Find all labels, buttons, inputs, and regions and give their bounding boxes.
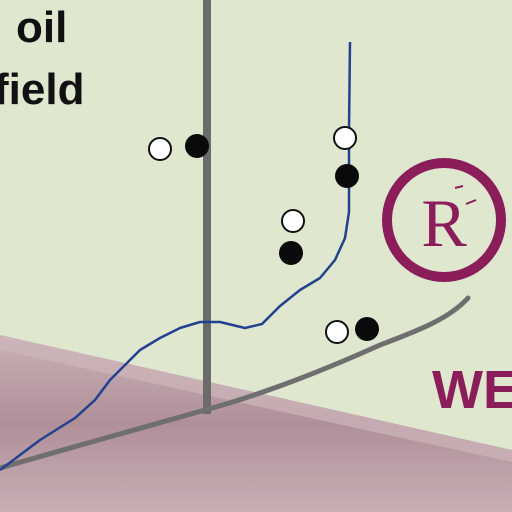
filled-circle-icon [335,164,359,188]
ground-top-highlight [0,335,512,462]
filled-circle-icon [279,241,303,265]
open-circle-icon [333,126,357,150]
filled-circle-icon [355,317,379,341]
molecule-pair-4 [325,317,379,344]
mark-letter: R [421,185,467,261]
open-circle-icon [148,137,172,161]
registered-mark-icon: R [382,158,506,282]
open-circle-icon [325,320,349,344]
label-field: field [0,65,84,114]
molecule-pair-1 [148,134,209,161]
well-pipe [203,0,211,414]
filled-circle-icon [185,134,209,158]
label-oil: oil [16,3,67,52]
ground-layer [0,335,512,512]
flow-line [0,41,352,471]
open-circle-icon [281,209,305,233]
label-web: WE [432,360,512,420]
pipeline [0,295,471,471]
molecule-pair-3 [279,209,305,265]
molecule-pair-2 [333,126,359,188]
